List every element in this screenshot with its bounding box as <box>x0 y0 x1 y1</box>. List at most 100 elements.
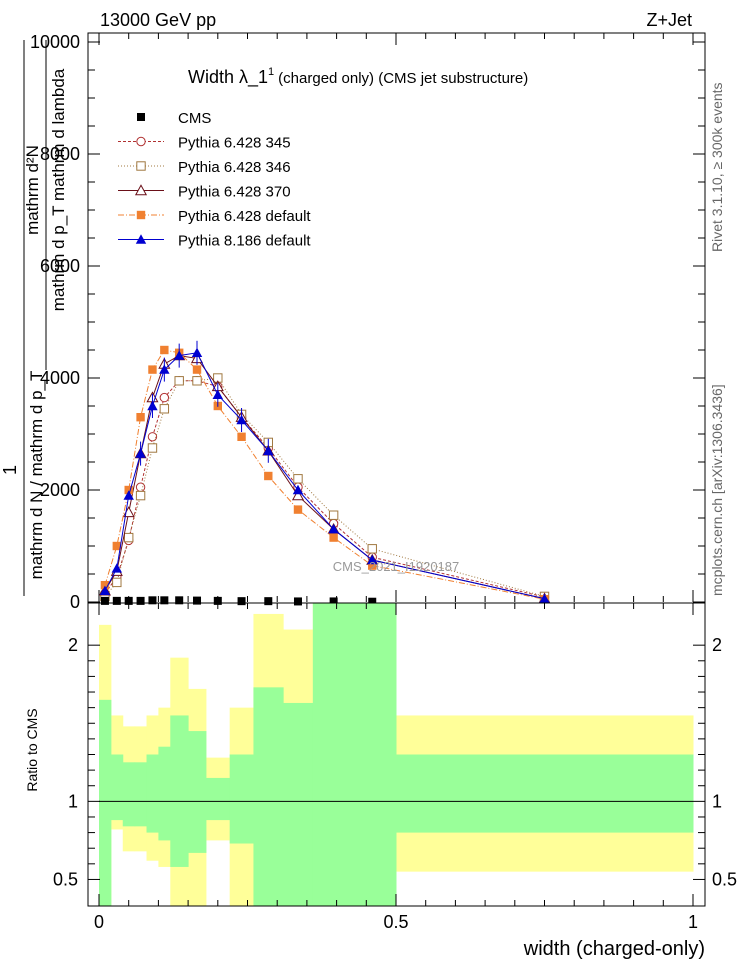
series-point-1 <box>192 376 202 386</box>
ratio-band-green <box>170 715 189 867</box>
series-point-3 <box>293 505 303 514</box>
cms-data-point <box>368 597 377 606</box>
series-point-0 <box>159 392 170 403</box>
series-point-1 <box>328 510 339 520</box>
series-point-0 <box>147 432 158 442</box>
series-point-1 <box>147 443 158 453</box>
chart-title-sub: (charged only) (CMS jet substructure) <box>278 70 528 87</box>
legend-label: Pythia 6.428 370 <box>178 184 291 201</box>
series-line-1 <box>104 377 545 597</box>
legend-marker <box>134 184 148 196</box>
cms-data-point <box>100 596 109 605</box>
legend-marker <box>136 161 146 171</box>
cms-data-point <box>237 597 246 606</box>
main-ytick-label: 4000 <box>40 368 80 388</box>
legend-label: Pythia 6.428 345 <box>178 135 291 152</box>
ratio-band-green <box>146 754 159 833</box>
series-point-1 <box>367 544 377 554</box>
ratio-band-green <box>229 754 254 844</box>
series-point-3 <box>112 541 122 551</box>
series-point-4 <box>292 484 304 495</box>
series-point-1 <box>135 490 146 501</box>
watermark: CMS_2021_I1920187 <box>333 559 460 574</box>
cms-data-point <box>213 596 222 605</box>
series-point-4 <box>236 414 247 425</box>
legend-label: Pythia 8.186 default <box>178 233 311 250</box>
series-point-3 <box>329 533 338 542</box>
main-plot-area: 0 2000 4000 6000 8000 10000 <box>30 32 705 612</box>
series-point-4 <box>191 347 203 357</box>
header-process-label: 13000 GeV pp <box>100 10 216 30</box>
legend-marker <box>136 210 146 220</box>
series-point-1 <box>124 532 134 543</box>
ratio-ylabel: Ratio to CMS <box>24 708 40 791</box>
ratio-band-green <box>99 699 112 906</box>
cms-data-point <box>293 597 302 606</box>
x-axis-label: width (charged-only) <box>523 938 705 960</box>
series-point-4 <box>173 350 185 360</box>
legend-label: Pythia 6.428 346 <box>178 159 291 176</box>
x-tick-label: 1 <box>688 912 698 932</box>
series-point-1 <box>174 376 184 386</box>
main-ylabel-inner-numerator: mathrm d²N <box>23 145 42 235</box>
side-label-mcplots: mcplots.cern.ch [arXiv:1306.3436] <box>709 384 725 596</box>
main-ylabel: 1 mathrm d N / mathrm d p_T mathrm d²N m… <box>0 40 68 596</box>
series-point-4 <box>539 593 550 603</box>
ratio-band-green <box>158 746 171 841</box>
series-point-3 <box>192 365 202 374</box>
series-point-3 <box>124 485 133 495</box>
ratio-ytick-label: 1 <box>68 791 78 811</box>
main-ytick-label: 0 <box>70 592 80 612</box>
series-point-4 <box>212 389 223 399</box>
series-point-3 <box>160 345 169 355</box>
ratio-band-green <box>134 762 148 827</box>
x-tick-label: 0 <box>94 912 104 932</box>
ratio-band-green <box>110 754 124 821</box>
series-point-4 <box>328 524 339 534</box>
series-point-1 <box>293 474 303 484</box>
chart-title: Width λ_11 (charged only) (CMS jet substr… <box>188 66 528 88</box>
legend-marker <box>137 113 145 121</box>
ratio-band-green <box>396 754 694 833</box>
ratio-ytick-label-right: 2 <box>712 635 722 655</box>
ratio-band-green <box>354 603 397 906</box>
legend-label: CMS <box>178 110 211 127</box>
x-tick-label: 0.5 <box>383 912 408 932</box>
series-line-0 <box>104 380 545 598</box>
cms-data-point <box>175 596 184 605</box>
cms-data-point <box>136 596 145 605</box>
main-ytick-label: 10000 <box>30 32 80 52</box>
cms-data-point <box>112 596 121 605</box>
series-point-4 <box>111 563 123 573</box>
ratio-ytick-label: 0.5 <box>53 869 78 889</box>
series-point-1 <box>159 404 170 414</box>
ratio-ytick-label: 2 <box>68 635 78 655</box>
series-point-4 <box>99 585 111 595</box>
ratio-plot-area: 0.5 0.5 1 1 2 2 <box>53 603 737 906</box>
main-ytick-label: 6000 <box>40 256 80 276</box>
main-ytick-label: 8000 <box>40 144 80 164</box>
cms-data-point <box>124 596 133 605</box>
series-point-1 <box>112 577 122 588</box>
main-ylabel-inner-denominator: mathrm d p_T mathrm d lambda <box>49 68 68 311</box>
legend: CMS Pythia 6.428 345 Pythia 6.428 346 Pythi… <box>118 110 311 250</box>
series-point-3 <box>100 581 110 590</box>
cms-data-point <box>193 596 202 605</box>
cms-data-point <box>160 596 169 605</box>
series-point-4 <box>263 445 274 455</box>
series-line-2 <box>104 355 545 600</box>
series-point-3 <box>136 413 145 422</box>
ratio-ytick-label-right: 0.5 <box>712 869 737 889</box>
series-point-4 <box>367 554 378 565</box>
cms-data-point <box>148 596 157 605</box>
chart-title-main: Width λ_1 <box>188 67 268 88</box>
legend-marker <box>136 136 146 147</box>
main-ylabel-outer-denominator: mathrm d N / mathrm d p_T <box>27 371 46 580</box>
ratio-band-green <box>253 687 284 906</box>
legend-marker <box>135 234 147 244</box>
side-label-rivet: Rivet 3.1.10, ≥ 300k events <box>709 82 725 252</box>
series-line-3 <box>104 349 545 600</box>
series-point-3 <box>148 365 157 374</box>
series-point-3 <box>237 432 246 441</box>
